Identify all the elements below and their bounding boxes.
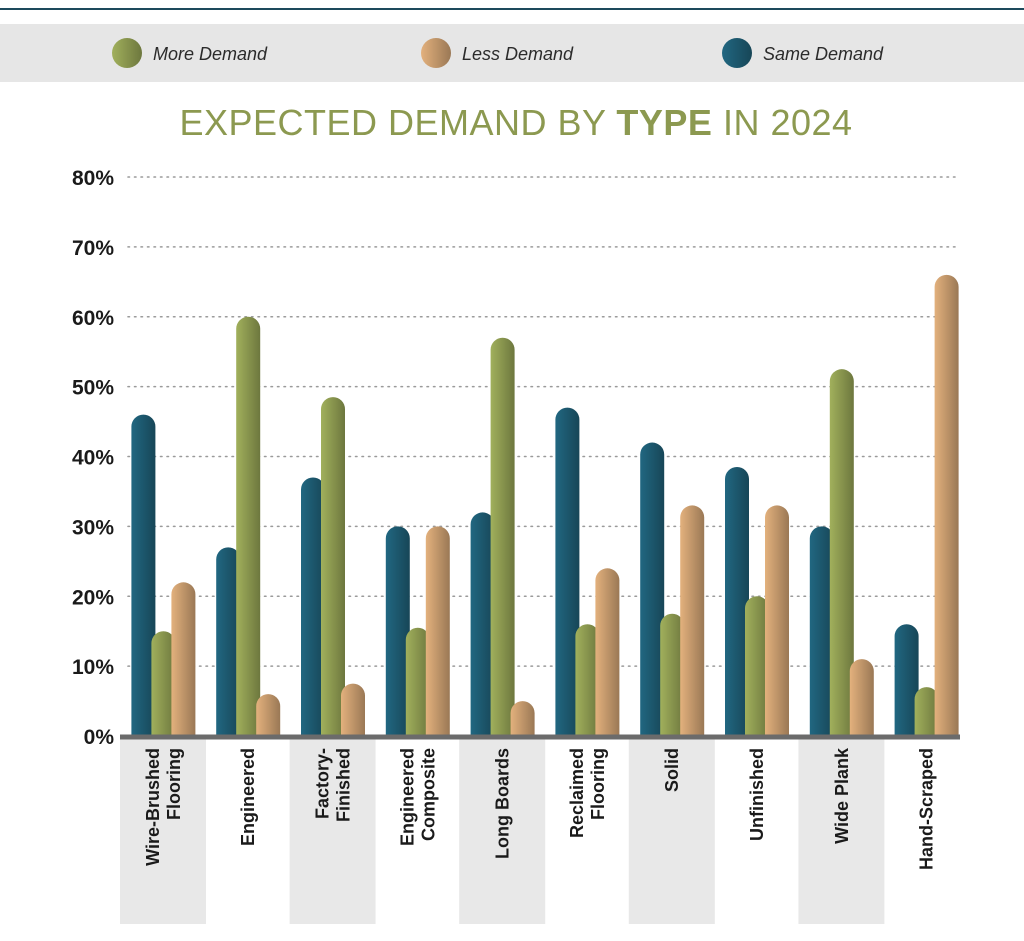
bar-factory-finished-same-demand bbox=[301, 477, 325, 736]
legend-swatch-more-demand bbox=[112, 38, 142, 68]
category-label-wide-plank: Wide Plank bbox=[832, 747, 852, 844]
category-label-long-boards: Long Boards bbox=[493, 748, 513, 859]
legend-band bbox=[0, 24, 1024, 82]
category-label-line: Solid bbox=[662, 748, 682, 792]
bar-engineered-more-demand bbox=[236, 316, 261, 736]
y-tick-label-30: 30% bbox=[72, 516, 114, 539]
category-label-hand-scraped: Hand-Scraped bbox=[917, 748, 937, 870]
legend-swatch-same-demand bbox=[722, 38, 752, 68]
bar-long-boards-less-demand bbox=[510, 701, 535, 736]
category-label-factory-finished: Factory-Finished bbox=[313, 748, 354, 822]
bar-solid-less-demand bbox=[680, 505, 705, 736]
top-rule bbox=[0, 8, 1024, 10]
bar-hand-scraped-same-demand bbox=[894, 624, 919, 736]
bar-wire-brushed-flooring-less-demand bbox=[171, 582, 196, 736]
bar-wire-brushed-flooring-more-demand bbox=[151, 631, 176, 736]
y-tick-label-0: 0% bbox=[84, 726, 115, 749]
category-label-line: Engineered bbox=[238, 748, 258, 846]
y-tick-label-70: 70% bbox=[72, 237, 114, 260]
category-band-wide-plank bbox=[798, 738, 885, 924]
category-label-wire-brushed-flooring: Wire-BrushedFlooring bbox=[143, 748, 184, 866]
chart-title-part-1: TYPE bbox=[616, 102, 712, 143]
bar-engineered-composite-same-demand bbox=[385, 526, 410, 736]
category-band-long-boards bbox=[459, 738, 546, 924]
chart-title-part-0: EXPECTED DEMAND BY bbox=[179, 102, 616, 143]
bar-reclaimed-flooring-less-demand bbox=[595, 568, 620, 736]
bar-solid-more-demand bbox=[660, 613, 685, 736]
bar-engineered-composite-less-demand bbox=[425, 526, 450, 736]
category-label-line: Flooring bbox=[164, 748, 184, 820]
bar-engineered-composite-more-demand bbox=[405, 627, 430, 736]
bar-factory-finished-more-demand bbox=[321, 397, 345, 736]
category-label-line: Wire-Brushed bbox=[143, 748, 163, 866]
bar-engineered-less-demand bbox=[256, 694, 281, 736]
category-label-unfinished: Unfinished bbox=[747, 748, 767, 841]
bar-long-boards-more-demand bbox=[490, 337, 515, 736]
bar-reclaimed-flooring-same-demand bbox=[555, 407, 580, 736]
chart-title-part-2: IN 2024 bbox=[712, 102, 852, 143]
chart-title: EXPECTED DEMAND BY TYPE IN 2024 bbox=[179, 102, 852, 143]
category-label-solid: Solid bbox=[662, 748, 682, 792]
category-label-line: Finished bbox=[334, 748, 354, 822]
bar-unfinished-same-demand bbox=[725, 466, 749, 736]
y-tick-label-60: 60% bbox=[72, 307, 114, 330]
bar-hand-scraped-more-demand bbox=[914, 687, 939, 736]
legend-label-same-demand: Same Demand bbox=[763, 44, 884, 64]
category-label-line: Wide Plank bbox=[832, 747, 852, 844]
bar-solid-same-demand bbox=[640, 442, 665, 736]
bar-hand-scraped-less-demand bbox=[934, 274, 959, 736]
legend-label-less-demand: Less Demand bbox=[462, 44, 574, 64]
category-label-line: Factory- bbox=[313, 748, 333, 819]
bar-factory-finished-less-demand bbox=[341, 683, 365, 736]
y-tick-label-20: 20% bbox=[72, 586, 114, 609]
bar-unfinished-less-demand bbox=[765, 505, 789, 736]
bar-unfinished-more-demand bbox=[745, 596, 769, 736]
y-tick-label-80: 80% bbox=[72, 167, 114, 190]
category-label-line: Hand-Scraped bbox=[917, 748, 937, 870]
bar-engineered-same-demand bbox=[216, 547, 241, 736]
category-label-line: Flooring bbox=[588, 748, 608, 820]
category-band-wire-brushed-flooring bbox=[120, 738, 206, 924]
y-tick-label-40: 40% bbox=[72, 447, 114, 470]
legend-label-more-demand: More Demand bbox=[153, 44, 268, 64]
category-label-engineered-composite: EngineeredComposite bbox=[397, 748, 438, 846]
category-label-line: Unfinished bbox=[747, 748, 767, 841]
legend-swatch-less-demand bbox=[421, 38, 451, 68]
category-band-solid bbox=[628, 738, 715, 924]
bar-reclaimed-flooring-more-demand bbox=[575, 624, 600, 736]
category-label-line: Engineered bbox=[397, 748, 417, 846]
bar-wide-plank-same-demand bbox=[809, 526, 834, 736]
category-label-engineered: Engineered bbox=[238, 748, 258, 846]
category-label-line: Long Boards bbox=[493, 748, 513, 859]
bar-wide-plank-less-demand bbox=[849, 659, 874, 736]
category-label-line: Reclaimed bbox=[567, 748, 587, 838]
category-label-reclaimed-flooring: ReclaimedFlooring bbox=[567, 748, 608, 838]
category-label-line: Composite bbox=[418, 748, 438, 841]
y-tick-label-50: 50% bbox=[72, 377, 114, 400]
bar-wide-plank-more-demand bbox=[829, 369, 854, 736]
y-tick-label-10: 10% bbox=[72, 656, 114, 679]
bar-long-boards-same-demand bbox=[470, 512, 495, 736]
category-band-factory-finished bbox=[289, 738, 376, 924]
bar-wire-brushed-flooring-same-demand bbox=[131, 414, 156, 736]
